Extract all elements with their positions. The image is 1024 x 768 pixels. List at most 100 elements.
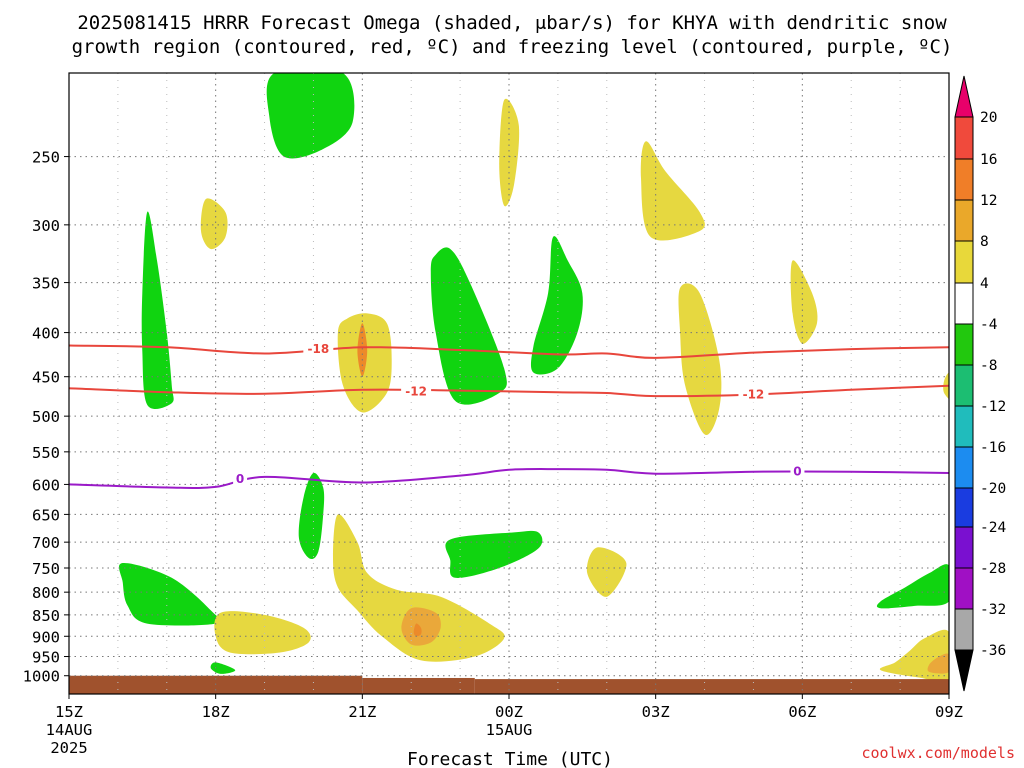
colorbar-segment bbox=[954, 526, 974, 569]
y-tick-label: 450 bbox=[32, 369, 60, 387]
omega-region-orange_dark bbox=[413, 623, 422, 637]
y-tick-label: 650 bbox=[32, 506, 60, 524]
omega-region-green bbox=[430, 247, 507, 405]
contour-label: -12 bbox=[405, 384, 427, 398]
omega-region-green bbox=[530, 236, 583, 375]
y-axis-ticks: 250 300 350 400 450 500 550 600 650 700 750 800 850 9… bbox=[23, 149, 69, 686]
x-tick-label: 09Z bbox=[935, 703, 963, 721]
x-tick-label: 21Z bbox=[348, 703, 376, 721]
contour-labels: -18 -12 -12 0 0 bbox=[233, 341, 805, 487]
colorbar-label: -20 bbox=[980, 481, 1006, 497]
colorbar-segment bbox=[954, 405, 974, 448]
colorbar-segment bbox=[954, 199, 974, 242]
x-tick-label: 00Z bbox=[495, 703, 523, 721]
y-tick-label: 550 bbox=[32, 444, 60, 462]
colorbar-segment bbox=[954, 282, 974, 325]
y-tick-label: 250 bbox=[32, 149, 60, 167]
omega-region-orange_dark bbox=[357, 323, 368, 377]
colorbar-label: 20 bbox=[980, 110, 997, 126]
chart-title-line2: growth region (contoured, red, ºC) and f… bbox=[72, 36, 953, 58]
colorbar-segment bbox=[954, 608, 974, 651]
colorbar-extend-bottom bbox=[954, 649, 974, 692]
contour-line-0 bbox=[69, 468, 949, 490]
y-tick-label: 750 bbox=[32, 560, 60, 578]
colorbar: 20 16 12 8 4 -4 -8 -12 -16 -20 -24 -28 -32 -36 bbox=[954, 75, 1006, 692]
y-tick-label: 600 bbox=[32, 476, 60, 494]
contour-line--12 bbox=[69, 384, 949, 398]
colorbar-segment bbox=[954, 240, 974, 284]
omega-region-green bbox=[876, 564, 949, 609]
colorbar-label: -12 bbox=[980, 399, 1006, 415]
colorbar-segment bbox=[954, 116, 974, 160]
grid-lines bbox=[69, 73, 949, 694]
y-tick-label: 900 bbox=[32, 628, 60, 646]
credit-text: coolwx.com/models bbox=[861, 744, 1015, 762]
omega-region-orange_light bbox=[927, 653, 949, 674]
colorbar-label: 4 bbox=[980, 276, 989, 292]
colorbar-label: 12 bbox=[980, 193, 997, 209]
colorbar-extend-top bbox=[954, 75, 974, 118]
y-tick-label: 350 bbox=[32, 275, 60, 293]
colorbar-segment bbox=[954, 487, 974, 528]
omega-region-green bbox=[118, 562, 221, 626]
omega-region-yellow bbox=[790, 260, 818, 344]
contour-label: -12 bbox=[743, 388, 765, 402]
omega-region-yellow bbox=[499, 98, 520, 207]
contour-label-bg bbox=[303, 341, 334, 358]
omega-region-yellow bbox=[333, 514, 505, 662]
x-axis-label: Forecast Time (UTC) bbox=[407, 749, 613, 768]
y-tick-label: 300 bbox=[32, 217, 60, 235]
colorbar-segment bbox=[954, 446, 974, 489]
colorbar-segment bbox=[954, 158, 974, 201]
colorbar-label: -36 bbox=[980, 643, 1006, 659]
colorbar-label: -24 bbox=[980, 520, 1006, 536]
colorbar-segment bbox=[954, 323, 974, 366]
y-tick-label: 500 bbox=[32, 408, 60, 426]
colorbar-label: 16 bbox=[980, 152, 997, 168]
contour-label: -18 bbox=[307, 342, 329, 356]
y-tick-label: 850 bbox=[32, 607, 60, 625]
omega-region-green bbox=[445, 530, 543, 578]
omega-region-green bbox=[141, 211, 174, 409]
omega-region-green bbox=[210, 662, 236, 674]
contour-label: 0 bbox=[236, 472, 244, 486]
x-tick-label: 03Z bbox=[642, 703, 670, 721]
contour-label: 0 bbox=[793, 465, 801, 479]
contour-label-bg bbox=[790, 463, 805, 480]
ground-segment bbox=[474, 679, 949, 694]
contour-label-bg bbox=[738, 386, 769, 403]
y-tick-label: 950 bbox=[32, 649, 60, 667]
contour-label-bg bbox=[233, 470, 248, 487]
omega-region-yellow bbox=[678, 283, 722, 435]
y-tick-label: 400 bbox=[32, 325, 60, 343]
contour-lines bbox=[69, 344, 949, 490]
omega-region-yellow bbox=[214, 611, 311, 655]
colorbar-label: -16 bbox=[980, 440, 1006, 456]
omega-region-yellow bbox=[200, 198, 228, 250]
chart-title-line1: 2025081415 HRRR Forecast Omega (shaded, … bbox=[77, 12, 947, 34]
colorbar-segment bbox=[954, 364, 974, 407]
x-tick-label: 15Z bbox=[55, 703, 83, 721]
colorbar-label: -28 bbox=[980, 561, 1006, 577]
omega-region-green bbox=[298, 472, 325, 560]
contour-label-bg bbox=[401, 383, 432, 400]
y-tick-label: 700 bbox=[32, 534, 60, 552]
y-tick-label: 800 bbox=[32, 584, 60, 602]
colorbar-label: -32 bbox=[980, 602, 1006, 618]
contour-line--18 bbox=[69, 344, 949, 359]
x-tick-label: 2025 bbox=[50, 739, 87, 757]
x-tick-label: 15AUG bbox=[486, 721, 533, 739]
omega-region-green bbox=[266, 73, 355, 159]
omega-region-yellow bbox=[586, 547, 627, 597]
colorbar-label: 8 bbox=[980, 234, 989, 250]
omega-shading bbox=[118, 73, 949, 683]
colorbar-segment bbox=[954, 567, 974, 610]
colorbar-label: -8 bbox=[980, 358, 997, 374]
x-tick-label: 18Z bbox=[202, 703, 230, 721]
ground-segment bbox=[362, 677, 475, 694]
x-tick-label: 14AUG bbox=[46, 721, 93, 739]
x-tick-label: 06Z bbox=[788, 703, 816, 721]
y-tick-label: 1000 bbox=[23, 668, 60, 686]
